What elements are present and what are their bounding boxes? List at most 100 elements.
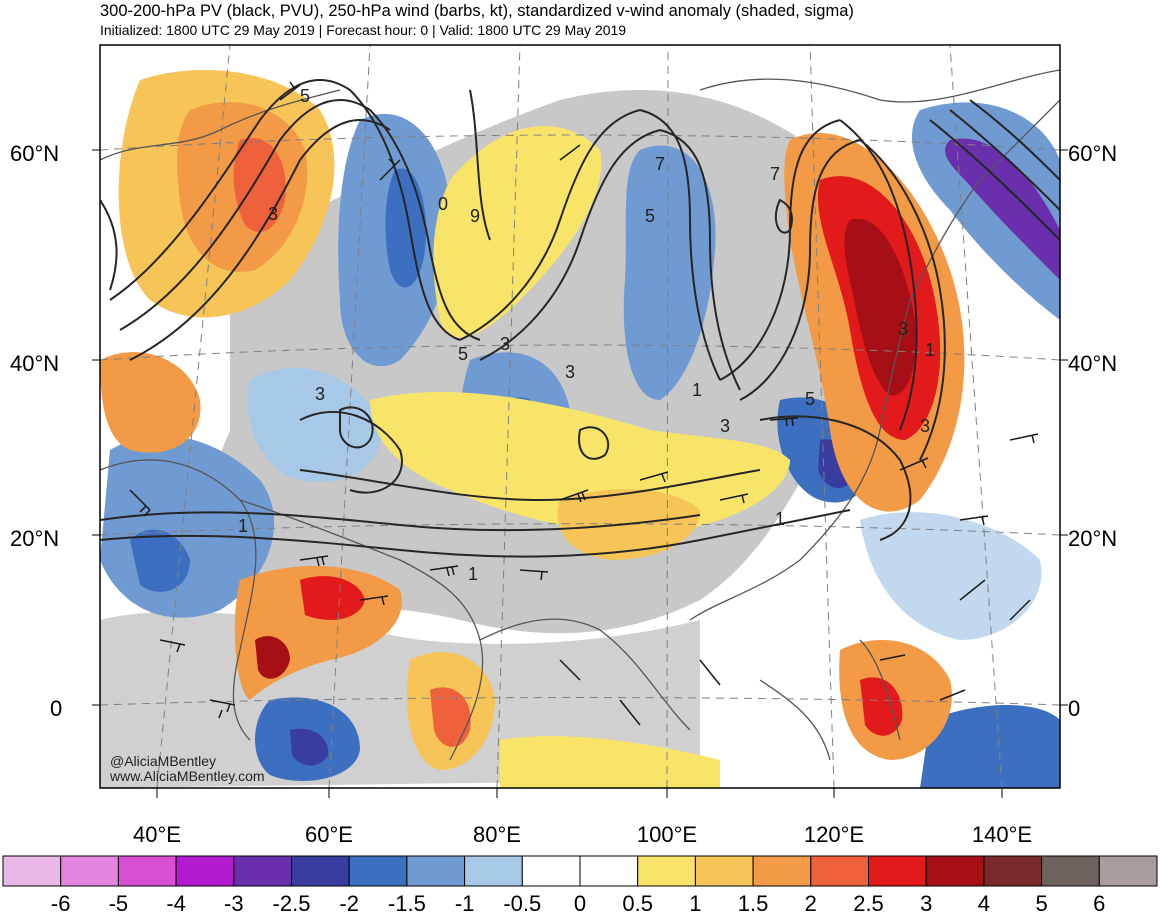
contour-label: 1 [692, 380, 702, 400]
contour-label: 3 [565, 362, 575, 382]
colorbar-tick-label: -1.5 [388, 891, 426, 913]
contour-label: 5 [645, 206, 655, 226]
contour-label: 3 [720, 416, 730, 436]
colorbar-swatch [117, 855, 177, 887]
colorbar-tick-label: 2.5 [853, 891, 884, 913]
lat-label: 0 [50, 696, 62, 721]
contour-label: 5 [458, 344, 468, 364]
colorbar-tick-label: 5 [1035, 891, 1047, 913]
lon-label: 80°E [473, 822, 521, 847]
colorbar-tick-label: 1.5 [738, 891, 769, 913]
blue-patch-west-core [130, 529, 190, 592]
warm-band-yellow [433, 126, 602, 338]
colorbar-swatch [291, 855, 350, 887]
coastlines [100, 69, 1060, 761]
colorbar-tick-label: -2 [339, 891, 359, 913]
colorbar-tick-label: -0.5 [503, 891, 541, 913]
colorbar-swatch [2, 855, 62, 887]
contour-label: 7 [770, 164, 780, 184]
contour-label: 5 [805, 389, 815, 409]
blue-patch-mid [247, 367, 382, 482]
blue-patch-light-se [860, 512, 1042, 640]
colorbar: -6 -5 -4 -3 -2.5 -2 -1.5 -1 -0.5 0 0.5 1 1.5 2 2.5 3 4 5 6 [2, 855, 1158, 913]
contour-label: 9 [470, 206, 480, 226]
contour-label: 5 [300, 86, 310, 106]
blue-patch-ne-core [945, 138, 1060, 280]
lat-labels-right: 60°N 40°N 20°N 0 [1068, 141, 1117, 721]
colorbar-swatch [521, 855, 581, 887]
warm-patch-south [500, 736, 720, 788]
colorbar-tick-label: -3 [224, 891, 244, 913]
blue-patch-east [623, 145, 716, 400]
map-title: 300-200-hPa PV (black, PVU), 250-hPa win… [100, 2, 854, 20]
contour-label: 1 [775, 509, 785, 529]
colorbar-tick-label: 2 [805, 891, 817, 913]
colorbar-swatch [752, 855, 812, 887]
colorbar-tick-label: 1 [689, 891, 701, 913]
colorbar-tick-label: 0.5 [622, 891, 653, 913]
colorbar-swatch [60, 855, 119, 887]
colorbar-swatch [406, 855, 466, 887]
lon-label: 120°E [804, 822, 864, 847]
colorbar-tick-label: 4 [978, 891, 990, 913]
colorbar-swatch [1041, 855, 1100, 887]
contour-label: 3 [500, 334, 510, 354]
colorbar-swatch [348, 855, 408, 887]
colorbar-swatch [233, 855, 293, 887]
colorbar-swatch [464, 855, 523, 887]
lat-label: 20°N [1068, 526, 1117, 551]
lon-labels: 40°E 60°E 80°E 100°E 120°E 140°E [133, 822, 1032, 847]
wind-barbs [129, 81, 1039, 726]
colorbar-swatch [868, 855, 927, 887]
colorbar-tick-label: -1 [455, 891, 475, 913]
colorbar-tick-label: -5 [109, 891, 129, 913]
lat-label: 20°N [10, 526, 59, 551]
credit-handle: @AliciaMBentley [110, 753, 216, 769]
lat-label: 40°N [10, 351, 59, 376]
contour-label: 1 [238, 516, 248, 536]
warm-band-central [370, 391, 790, 533]
credit: @AliciaMBentley www.AliciaMBentley.com [109, 753, 265, 784]
colorbar-tick-label: 6 [1093, 891, 1105, 913]
lat-labels-left: 60°N 40°N 20°N 0 [10, 141, 62, 721]
contour-label: 3 [920, 416, 930, 436]
colorbar-tick-label: 3 [920, 891, 932, 913]
contour-label: 3 [898, 319, 908, 339]
colorbar-tick-label: -4 [166, 891, 186, 913]
contour-label: 3 [268, 204, 278, 224]
warm-patch-africa-core [300, 576, 365, 620]
lat-label: 0 [1068, 696, 1080, 721]
colorbar-swatch [925, 855, 985, 887]
blue-patch-se [920, 705, 1060, 788]
colorbar-swatch [637, 855, 696, 887]
lon-label: 100°E [637, 822, 697, 847]
colorbar-swatch [579, 855, 639, 887]
colorbar-swatch [175, 855, 235, 887]
credit-url: www.AliciaMBentley.com [109, 768, 265, 784]
warm-patch-nw-core [233, 138, 286, 232]
contour-labels: 5 3 0 9 3 5 3 3 7 5 7 3 3 5 1 3 1 1 1 1 [238, 86, 935, 584]
contour-label: 1 [925, 340, 935, 360]
colorbar-swatch [694, 855, 754, 887]
contour-label: 0 [438, 194, 448, 214]
shaded-anomaly-field [100, 70, 1060, 788]
colorbar-tick-label: 0 [574, 891, 586, 913]
colorbar-swatch [1098, 855, 1158, 887]
colorbar-tick-label: -2.5 [273, 891, 311, 913]
plot-frame [99, 44, 1061, 789]
contour-label: 3 [315, 384, 325, 404]
colorbar-tick-label: -6 [51, 891, 71, 913]
warm-patch-west [100, 352, 201, 453]
graticule [100, 45, 1060, 788]
colorbar-swatch [983, 855, 1043, 887]
lon-label: 60°E [305, 822, 353, 847]
lat-label: 60°N [10, 141, 59, 166]
warm-patch-india-core [430, 687, 471, 747]
contour-label: 7 [655, 154, 665, 174]
colorbar-swatch [810, 855, 869, 887]
contour-label: 1 [468, 564, 478, 584]
blue-patch-sw-core [290, 728, 329, 766]
warm-patch-somalia [255, 636, 290, 679]
lat-label: 40°N [1068, 351, 1117, 376]
